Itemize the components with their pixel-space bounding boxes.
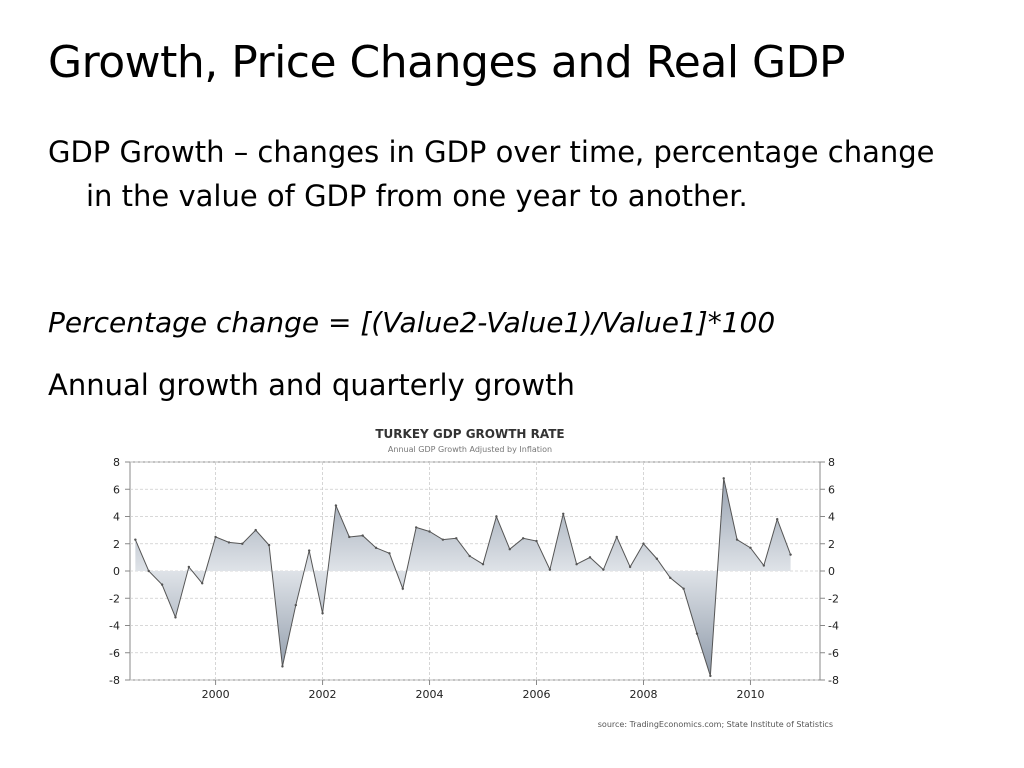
data-point xyxy=(535,539,538,543)
y-tick-label-right: -2 xyxy=(828,592,839,605)
data-point xyxy=(160,583,164,586)
chart-axes: 8 8 6 6 4 4 2 2 0 0 -2 -2 -4 -4 -6 -6 -8 -8 2000 2002 2004 20… xyxy=(109,456,839,701)
data-point xyxy=(401,587,404,590)
data-point xyxy=(147,569,150,573)
x-tick-label: 2004 xyxy=(416,688,444,701)
y-tick-label-left: 4 xyxy=(113,511,120,524)
bullet-gdp-growth-definition: GDP Growth – changes in GDP over time, p… xyxy=(48,135,935,213)
data-point xyxy=(588,556,592,559)
x-tick-label: 2002 xyxy=(309,688,337,701)
data-point xyxy=(388,552,391,555)
data-point xyxy=(361,534,364,537)
slide-title: Growth, Price Changes and Real GDP xyxy=(48,37,846,88)
y-tick-label-left: 6 xyxy=(113,483,120,496)
data-point xyxy=(642,542,645,545)
data-point xyxy=(468,554,471,558)
data-point xyxy=(495,515,498,518)
y-tick-label-left: -8 xyxy=(109,674,120,687)
data-point xyxy=(682,587,685,590)
data-point xyxy=(134,538,137,541)
x-tick-label: 2006 xyxy=(523,688,551,701)
data-point xyxy=(776,518,779,521)
data-point xyxy=(227,541,231,544)
y-tick-label-left: -4 xyxy=(109,620,120,633)
bullet-percentage-change-formula: Percentage change = [(Value2-Value1)/Val… xyxy=(48,306,776,339)
series-area xyxy=(135,478,791,676)
data-point xyxy=(455,537,458,540)
chart-source: source: TradingEconomics.com; State Inst… xyxy=(598,720,833,729)
data-point xyxy=(348,535,351,539)
data-point xyxy=(307,549,311,552)
y-tick-label-left: -6 xyxy=(109,647,120,660)
data-point xyxy=(695,632,699,635)
data-point xyxy=(508,548,511,551)
data-point xyxy=(749,546,752,550)
data-point xyxy=(281,665,284,668)
y-tick-label-left: 0 xyxy=(113,565,120,578)
data-point xyxy=(562,512,565,515)
data-point xyxy=(214,535,217,539)
y-tick-label-right: 6 xyxy=(828,483,835,496)
data-point xyxy=(628,565,632,569)
y-tick-label-right: -6 xyxy=(828,647,839,660)
data-point xyxy=(254,528,257,532)
data-point xyxy=(722,477,725,480)
x-tick-label: 2008 xyxy=(629,688,657,701)
y-tick-label-right: 4 xyxy=(828,511,835,524)
data-point xyxy=(789,553,792,556)
data-point xyxy=(735,538,739,541)
data-point xyxy=(321,612,324,615)
data-point xyxy=(241,542,244,545)
data-point xyxy=(414,526,418,529)
data-point xyxy=(267,543,271,547)
data-point xyxy=(201,582,204,585)
y-tick-label-right: 2 xyxy=(828,538,835,551)
y-tick-label-left: -2 xyxy=(109,592,120,605)
chart-subtitle: Annual GDP Growth Adjusted by Inflation xyxy=(388,445,552,454)
chart-area-layer xyxy=(134,478,792,677)
y-tick-label-left: 2 xyxy=(113,538,120,551)
data-point xyxy=(709,674,712,678)
gdp-growth-chart: TURKEY GDP GROWTH RATE Annual GDP Growth… xyxy=(109,427,839,729)
data-point xyxy=(615,535,618,539)
data-point xyxy=(762,564,766,567)
data-point xyxy=(187,565,191,569)
data-point xyxy=(441,538,445,541)
data-point xyxy=(481,562,485,566)
y-tick-label-left: 8 xyxy=(113,456,120,469)
data-point xyxy=(174,616,177,619)
x-tick-label: 2010 xyxy=(736,688,764,701)
y-tick-label-right: -8 xyxy=(828,674,839,687)
data-point xyxy=(521,537,525,540)
data-point xyxy=(294,603,298,607)
chart-points xyxy=(134,477,792,678)
data-point xyxy=(669,576,672,580)
y-tick-label-right: -4 xyxy=(828,620,839,633)
data-point xyxy=(548,568,552,571)
bullet-annual-quarterly: Annual growth and quarterly growth xyxy=(48,368,575,402)
y-tick-label-right: 8 xyxy=(828,456,835,469)
data-point xyxy=(334,504,338,507)
data-point xyxy=(428,530,431,533)
data-point xyxy=(602,568,605,571)
chart-title: TURKEY GDP GROWTH RATE xyxy=(375,427,564,441)
data-point xyxy=(374,546,378,550)
series-line xyxy=(134,478,792,677)
data-point xyxy=(575,562,578,566)
x-tick-label: 2000 xyxy=(202,688,230,701)
y-tick-label-right: 0 xyxy=(828,565,835,578)
data-point xyxy=(655,557,659,560)
